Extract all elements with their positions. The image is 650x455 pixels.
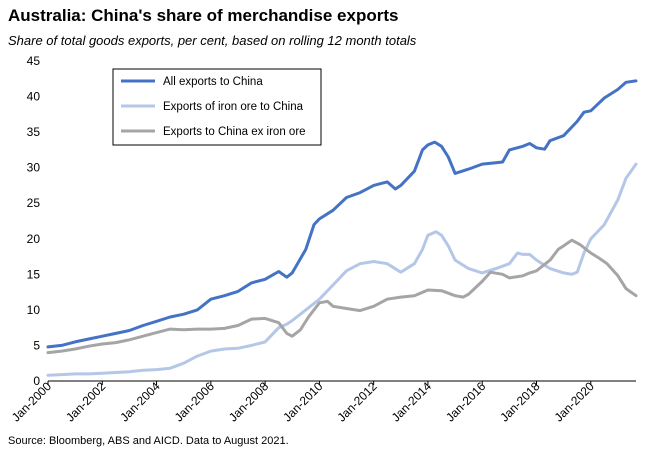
x-tick-label: Jan-2012 xyxy=(334,379,380,425)
x-tick-label: Jan-2014 xyxy=(389,379,435,425)
chart-subtitle: Share of total goods exports, per cent, … xyxy=(8,33,417,48)
chart-title: Australia: China's share of merchandise … xyxy=(8,6,399,25)
y-tick-label: 45 xyxy=(27,54,41,68)
x-tick-label: Jan-2016 xyxy=(443,379,489,425)
series-line-2 xyxy=(46,238,638,355)
y-tick-label: 15 xyxy=(27,267,41,281)
source-note: Source: Bloomberg, ABS and AICD. Data to… xyxy=(8,435,289,447)
legend-label-0: All exports to China xyxy=(163,76,263,88)
legend-label-1: Exports of iron ore to China xyxy=(163,101,304,113)
x-tick-label: Jan-2008 xyxy=(226,379,272,425)
series-line-1 xyxy=(46,162,638,377)
series-line-0 xyxy=(46,79,638,349)
y-tick-label: 25 xyxy=(27,196,41,210)
y-tick-label: 35 xyxy=(27,125,41,139)
y-tick-label: 30 xyxy=(27,161,41,175)
x-tick-label: Jan-2010 xyxy=(280,379,326,425)
x-tick-label: Jan-2004 xyxy=(117,379,163,425)
x-tick-label: Jan-2006 xyxy=(172,379,218,425)
x-tick-label: Jan-2018 xyxy=(497,379,543,425)
x-tick-label: Jan-2020 xyxy=(552,379,598,425)
x-tick-label: Jan-2002 xyxy=(63,379,109,425)
x-tick-label: Jan-2000 xyxy=(9,379,55,425)
legend-label-2: Exports to China ex iron ore xyxy=(163,126,306,138)
y-tick-label: 5 xyxy=(33,338,40,352)
y-tick-label: 0 xyxy=(33,374,40,388)
y-tick-label: 20 xyxy=(27,232,41,246)
y-tick-label: 40 xyxy=(27,90,41,104)
y-tick-label: 10 xyxy=(27,303,41,317)
